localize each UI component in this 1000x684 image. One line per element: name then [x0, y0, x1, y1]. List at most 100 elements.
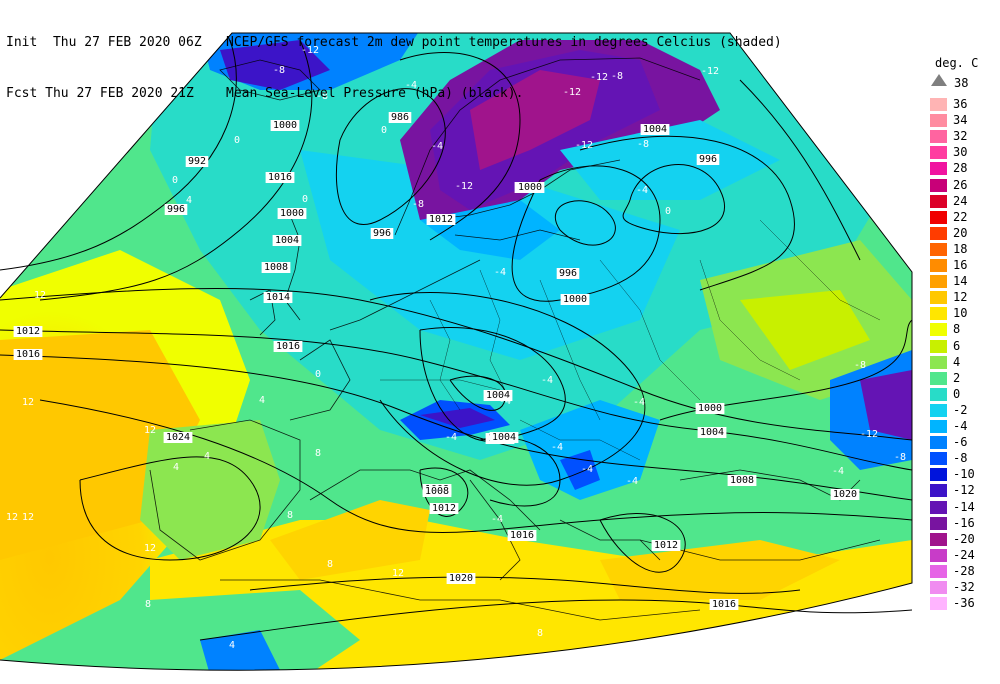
- legend-swatch: [930, 468, 947, 482]
- isobar-label-bg: [185, 156, 209, 167]
- isobar-label: 1008: [730, 475, 754, 486]
- legend-label: 18: [953, 241, 968, 256]
- legend-label: -4: [953, 419, 968, 433]
- dew-point-label: -4: [405, 80, 417, 91]
- dew-point-label: -8: [611, 71, 623, 82]
- isobar-label: 1004: [492, 432, 516, 443]
- dew-point-label: -4: [636, 185, 648, 196]
- isobar-label-bg: [13, 349, 43, 360]
- dew-point-label: 0: [665, 206, 671, 217]
- isobar-labels: 1000 986 992 996 1000 1004 1008 996 1004 1000 1012…: [13, 112, 860, 610]
- legend-label: -14: [953, 499, 975, 514]
- isobar-label-bg: [489, 432, 519, 443]
- dew-point-label: -4: [832, 466, 844, 477]
- isobar-label-bg: [556, 268, 580, 279]
- legend-swatch: [930, 291, 947, 305]
- isobar-label: 1014: [266, 292, 290, 303]
- isobar-label: 1012: [432, 503, 456, 514]
- legend-swatch: [930, 178, 947, 192]
- legend-label: 20: [953, 225, 968, 240]
- isobar-label: 1016: [276, 341, 300, 352]
- legend-swatch: [930, 275, 947, 289]
- dew-point-label: -4: [499, 396, 511, 407]
- isobar-label: 1012: [654, 540, 678, 551]
- dew-point-label: -8: [273, 65, 285, 76]
- legend-swatch: [930, 146, 947, 160]
- isobar-label: 1016: [712, 599, 736, 610]
- dew-point-label: 12: [144, 543, 156, 554]
- legend-label: 4: [953, 354, 961, 369]
- isobar-label-bg: [429, 503, 459, 514]
- dew-point-label: -4: [494, 267, 506, 278]
- legend-label: -10: [953, 467, 975, 482]
- isobar-label: 1000: [698, 403, 722, 414]
- dew-point-label: 12: [144, 425, 156, 436]
- legend-swatch: [930, 210, 947, 224]
- isobar-label-bg: [388, 112, 412, 123]
- map-subtitle: Mean Sea-Level Pressure (hPa) (black).: [226, 86, 524, 101]
- isobar-label-bg: [695, 403, 725, 414]
- legend-swatch: [930, 194, 947, 208]
- dew-point-label: -4: [541, 375, 553, 386]
- dew-point-label: -12: [301, 45, 319, 56]
- dew-point-label: 4: [259, 395, 265, 406]
- dew-point-label: -8: [316, 91, 328, 102]
- legend-swatch: [930, 114, 947, 128]
- legend-label: 2: [953, 370, 961, 385]
- isobar-label-bg: [426, 214, 456, 225]
- legend-swatch: [930, 548, 947, 562]
- dew-point-label: 4: [229, 640, 235, 651]
- dew-point-label: 8: [287, 510, 293, 521]
- legend-swatch: [930, 307, 947, 321]
- legend-label: -20: [953, 531, 975, 546]
- dew-point-label: -12: [860, 429, 878, 440]
- legend-swatch: [930, 597, 947, 611]
- isobar-label: 1004: [486, 390, 510, 401]
- isobar-label-bg: [697, 427, 727, 438]
- dew-point-label: 0: [234, 135, 240, 146]
- legend-swatch: [930, 339, 947, 353]
- dew-point-label: -8: [412, 199, 424, 210]
- dew-point-label: 8: [315, 448, 321, 459]
- isobar-label: 996: [559, 268, 577, 279]
- header-line-1: Init Thu 27 FEB 2020 06Z NCEP/GFS forecas…: [6, 34, 906, 51]
- dew-point-label: 12: [22, 397, 34, 408]
- isobar-label-bg: [263, 292, 293, 303]
- legend-label: -32: [953, 580, 975, 594]
- isobar-label: 1016: [16, 349, 40, 360]
- legend-label: 32: [953, 129, 968, 144]
- isobar-label-bg: [446, 573, 476, 584]
- isobar-label: 986: [391, 112, 409, 123]
- dew-point-label: 12: [22, 512, 34, 523]
- legend-label: 36: [953, 97, 968, 111]
- dew-point-label: 4: [204, 451, 210, 462]
- isobar-label-bg: [261, 262, 291, 273]
- legend-swatch: [930, 387, 947, 401]
- isobar-label: 1000: [518, 182, 542, 193]
- isobar-label-bg: [830, 489, 860, 500]
- legend-swatch: [930, 403, 947, 417]
- legend-swatch: [930, 162, 947, 176]
- isobar-label-bg: [270, 120, 300, 131]
- legend-label: 16: [953, 258, 968, 272]
- dew-point-label: 8: [327, 559, 333, 570]
- map-header: Init Thu 27 FEB 2020 06Z NCEP/GFS forecas…: [6, 0, 906, 119]
- dew-point-map: 1000 986 992 996 1000 1004 1008 996 1004 1000 1012…: [0, 32, 913, 671]
- isobar-label-bg: [163, 432, 193, 443]
- legend-label: 34: [953, 113, 968, 128]
- isobar-label: 1000: [273, 120, 297, 131]
- legend-swatch: [930, 452, 947, 466]
- legend-swatch: [930, 323, 947, 337]
- dew-point-label: 12: [34, 290, 46, 301]
- isobar-label: 1004: [643, 124, 667, 135]
- dew-point-label: -12: [563, 87, 581, 98]
- isobar-label: 1020: [833, 489, 857, 500]
- legend-label: 6: [953, 338, 961, 353]
- isobar-label-bg: [277, 208, 307, 219]
- legend-label: -28: [953, 563, 975, 578]
- legend-swatch: [930, 242, 947, 256]
- dew-point-label: 4: [173, 462, 179, 473]
- isobar-label-bg: [640, 124, 670, 135]
- dew-point-label: -4: [491, 514, 503, 525]
- legend-swatch: [930, 371, 947, 385]
